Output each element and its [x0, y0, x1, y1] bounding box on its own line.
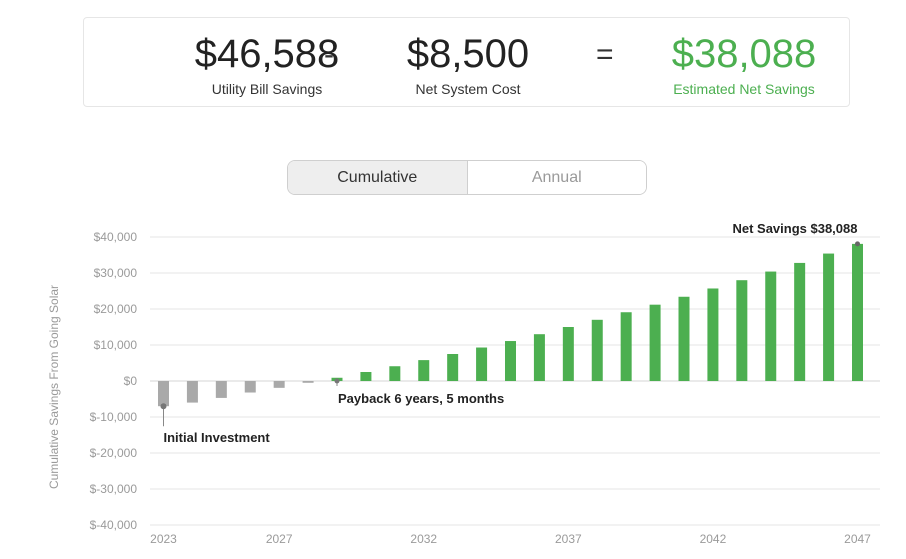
bar[interactable]: [476, 347, 488, 381]
x-tick-label: 2037: [555, 532, 582, 546]
annotation-marker: [160, 403, 167, 410]
x-tick-label: 2047: [844, 532, 871, 546]
y-tick-label: $0: [124, 374, 138, 388]
annotation-initial-investment: Initial Investment: [164, 430, 271, 445]
bar[interactable]: [620, 312, 632, 381]
bar[interactable]: [418, 360, 430, 381]
annotation-marker: [334, 378, 340, 384]
y-tick-label: $-30,000: [90, 482, 138, 496]
bar[interactable]: [736, 280, 748, 381]
bar[interactable]: [562, 327, 574, 381]
net-savings-label: Estimated Net Savings: [673, 81, 815, 97]
x-tick-label: 2027: [266, 532, 293, 546]
y-tick-label: $-20,000: [90, 446, 138, 460]
bar[interactable]: [794, 262, 806, 381]
bar[interactable]: [302, 381, 314, 383]
minus-sign: -: [324, 38, 334, 71]
equals-sign: =: [596, 38, 614, 71]
savings-summary-card: $46,588 Utility Bill Savings - $8,500 Ne…: [83, 17, 850, 107]
y-tick-label: $30,000: [94, 266, 138, 280]
bar[interactable]: [244, 381, 256, 393]
bar[interactable]: [678, 296, 690, 381]
bar[interactable]: [186, 381, 198, 403]
bar[interactable]: [533, 334, 545, 381]
y-axis-tick-labels: $40,000 $30,000 $20,000 $10,000 $0 $-10,000 $-…: [90, 230, 138, 532]
y-tick-label: $10,000: [94, 338, 138, 352]
tab-cumulative[interactable]: Cumulative: [288, 161, 468, 194]
system-cost-label: Net System Cost: [415, 81, 521, 97]
bar[interactable]: [707, 288, 719, 381]
bar[interactable]: [389, 366, 401, 381]
bar[interactable]: [360, 372, 372, 381]
x-axis-tick-labels: 2023 2027 2032 2037 2042 2047: [150, 532, 871, 546]
bar[interactable]: [273, 381, 285, 388]
chart-annotations: Initial Investment Payback 6 years, 5 mon…: [160, 221, 860, 445]
x-tick-label: 2023: [150, 532, 177, 546]
chart-bars: [158, 243, 863, 407]
annotation-payback: Payback 6 years, 5 months: [338, 391, 504, 406]
y-axis-label: Cumulative Savings From Going Solar: [47, 285, 61, 489]
bar[interactable]: [765, 271, 777, 381]
x-tick-label: 2042: [700, 532, 727, 546]
bar[interactable]: [823, 253, 835, 381]
y-tick-label: $20,000: [94, 302, 138, 316]
annotation-net-savings: Net Savings $38,088: [732, 221, 857, 236]
utility-savings-label: Utility Bill Savings: [211, 81, 323, 97]
y-tick-label: $-40,000: [90, 518, 138, 532]
bar[interactable]: [215, 381, 227, 398]
bar[interactable]: [447, 354, 459, 381]
cumulative-savings-chart: $40,000 $30,000 $20,000 $10,000 $0 $-10,000 $-…: [47, 221, 880, 546]
x-tick-label: 2032: [410, 532, 437, 546]
tab-annual[interactable]: Annual: [467, 161, 646, 194]
bar[interactable]: [158, 381, 169, 407]
utility-savings-stat: $46,588 Utility Bill Savings: [172, 30, 362, 98]
system-cost-value: $8,500: [406, 32, 530, 76]
y-tick-label: $-10,000: [90, 410, 138, 424]
utility-savings-value: $46,588: [194, 32, 340, 76]
bar[interactable]: [505, 341, 516, 381]
chart-gridlines: [150, 236, 880, 526]
net-savings-value: $38,088: [671, 32, 817, 76]
y-tick-label: $40,000: [94, 230, 138, 244]
net-savings-stat: $38,088 Estimated Net Savings: [644, 30, 844, 98]
bar[interactable]: [649, 304, 661, 381]
bar[interactable]: [852, 243, 863, 381]
annotation-marker: [855, 241, 860, 247]
view-toggle: Cumulative Annual: [287, 160, 647, 195]
system-cost-stat: $8,500 Net System Cost: [373, 30, 563, 98]
bar[interactable]: [591, 319, 603, 381]
